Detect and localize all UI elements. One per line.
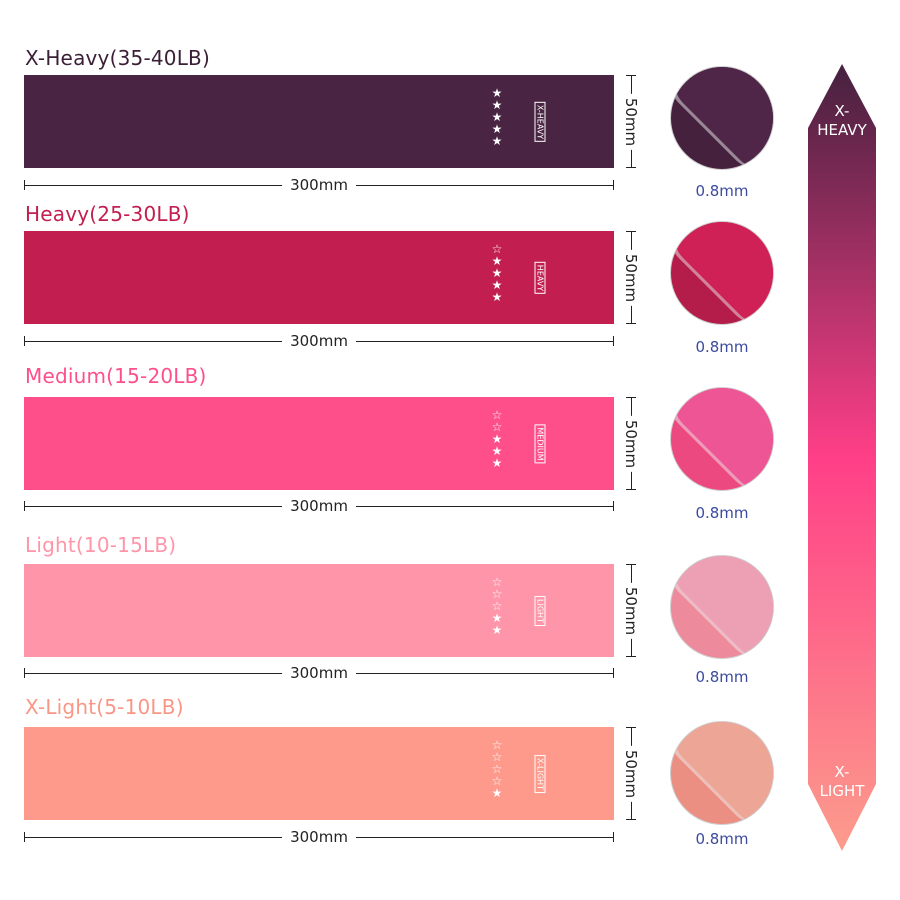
band-swatch: ★ ★ ★ ☆ ☆ MEDIUM xyxy=(24,397,614,490)
scale-bottom-label-line2: LIGHT xyxy=(819,782,865,800)
scale-top-label-line2: HEAVY xyxy=(817,121,867,139)
band-swatch: ★ ★ ★ ★ ★ X-HEAVY xyxy=(24,75,614,168)
band-closeup-image xyxy=(670,721,774,825)
star-filled-icon: ★ xyxy=(491,254,503,268)
band-tag: ★ ★ ★ ☆ ☆ MEDIUM xyxy=(482,397,546,490)
scale-top-label: X- HEAVY xyxy=(808,102,876,140)
star-rating: ★ ★ ★ ★ ☆ xyxy=(490,243,504,303)
length-dimension: 300mm xyxy=(24,828,614,846)
band-swatch: ★ ★ ★ ★ ☆ HEAVY xyxy=(24,231,614,324)
band-title: X-Heavy(35-40LB) xyxy=(25,46,210,70)
scale-bottom-label: X- LIGHT xyxy=(808,763,876,801)
star-filled-icon: ★ xyxy=(491,86,503,100)
star-filled-icon: ★ xyxy=(491,456,503,470)
star-filled-icon: ★ xyxy=(491,623,503,637)
length-label: 300mm xyxy=(282,176,356,194)
star-filled-icon: ★ xyxy=(491,278,503,292)
band-title: Heavy(25-30LB) xyxy=(25,202,190,226)
thickness-label: 0.8mm xyxy=(695,338,749,356)
width-label: 50mm xyxy=(622,582,640,639)
band-tag-label: MEDIUM xyxy=(534,423,546,464)
length-label: 300mm xyxy=(282,664,356,682)
star-filled-icon: ★ xyxy=(491,266,503,280)
band-swatch: ★ ★ ☆ ☆ ☆ LIGHT xyxy=(24,564,614,657)
star-rating: ★ ★ ☆ ☆ ☆ xyxy=(490,576,504,636)
star-rating: ★ ☆ ☆ ☆ ☆ xyxy=(490,739,504,799)
band-closeup-image xyxy=(670,387,774,491)
star-empty-icon: ☆ xyxy=(491,408,503,422)
star-filled-icon: ★ xyxy=(491,432,503,446)
length-dimension: 300mm xyxy=(24,664,614,682)
band-tag-label: X-LIGHT xyxy=(534,754,546,793)
star-empty-icon: ☆ xyxy=(491,750,503,764)
star-filled-icon: ★ xyxy=(491,98,503,112)
width-dimension: 50mm xyxy=(622,75,642,168)
star-empty-icon: ☆ xyxy=(491,242,503,256)
length-label: 300mm xyxy=(282,828,356,846)
length-dimension: 300mm xyxy=(24,497,614,515)
width-dimension: 50mm xyxy=(622,727,642,820)
length-label: 300mm xyxy=(282,497,356,515)
band-tag: ★ ★ ☆ ☆ ☆ LIGHT xyxy=(482,564,546,657)
band-title: Medium(15-20LB) xyxy=(25,364,207,388)
thickness-label: 0.8mm xyxy=(695,182,749,200)
star-rating: ★ ★ ★ ★ ★ xyxy=(490,87,504,147)
star-empty-icon: ☆ xyxy=(491,762,503,776)
band-tag-label: HEAVY xyxy=(534,261,546,294)
width-dimension: 50mm xyxy=(622,564,642,657)
star-empty-icon: ☆ xyxy=(491,599,503,613)
width-dimension: 50mm xyxy=(622,231,642,324)
thickness-label: 0.8mm xyxy=(695,830,749,848)
star-empty-icon: ☆ xyxy=(491,587,503,601)
band-tag: ★ ★ ★ ★ ★ X-HEAVY xyxy=(482,75,546,168)
band-title: Light(10-15LB) xyxy=(25,533,177,557)
band-title: X-Light(5-10LB) xyxy=(25,695,184,719)
intensity-scale-arrow xyxy=(808,64,876,851)
star-empty-icon: ☆ xyxy=(491,420,503,434)
star-filled-icon: ★ xyxy=(491,134,503,148)
width-label: 50mm xyxy=(622,249,640,306)
width-label: 50mm xyxy=(622,415,640,472)
length-label: 300mm xyxy=(282,332,356,350)
band-closeup-image xyxy=(670,555,774,659)
width-dimension: 50mm xyxy=(622,397,642,490)
band-swatch: ★ ☆ ☆ ☆ ☆ X-LIGHT xyxy=(24,727,614,820)
star-filled-icon: ★ xyxy=(491,122,503,136)
width-label: 50mm xyxy=(622,93,640,150)
band-closeup-image xyxy=(670,66,774,170)
band-tag-label: LIGHT xyxy=(534,595,546,626)
width-label: 50mm xyxy=(622,745,640,802)
star-filled-icon: ★ xyxy=(491,290,503,304)
length-dimension: 300mm xyxy=(24,176,614,194)
length-dimension: 300mm xyxy=(24,332,614,350)
scale-top-label-line1: X- xyxy=(834,102,850,120)
band-closeup-image xyxy=(670,221,774,325)
star-filled-icon: ★ xyxy=(491,786,503,800)
band-tag-label: X-HEAVY xyxy=(534,101,546,142)
scale-bottom-label-line1: X- xyxy=(834,763,850,781)
band-tag: ★ ☆ ☆ ☆ ☆ X-LIGHT xyxy=(482,727,546,820)
star-empty-icon: ☆ xyxy=(491,575,503,589)
band-tag: ★ ★ ★ ★ ☆ HEAVY xyxy=(482,231,546,324)
star-rating: ★ ★ ★ ☆ ☆ xyxy=(490,409,504,469)
star-filled-icon: ★ xyxy=(491,611,503,625)
star-filled-icon: ★ xyxy=(491,110,503,124)
star-empty-icon: ☆ xyxy=(491,774,503,788)
thickness-label: 0.8mm xyxy=(695,504,749,522)
star-empty-icon: ☆ xyxy=(491,738,503,752)
thickness-label: 0.8mm xyxy=(695,668,749,686)
star-filled-icon: ★ xyxy=(491,444,503,458)
